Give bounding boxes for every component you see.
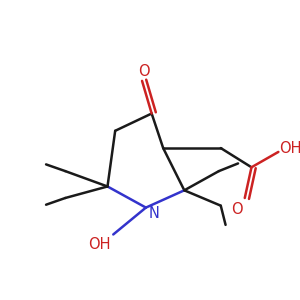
- Text: OH: OH: [88, 237, 111, 252]
- Text: O: O: [138, 64, 150, 79]
- Text: N: N: [148, 206, 159, 221]
- Text: OH: OH: [279, 141, 300, 156]
- Text: O: O: [231, 202, 243, 217]
